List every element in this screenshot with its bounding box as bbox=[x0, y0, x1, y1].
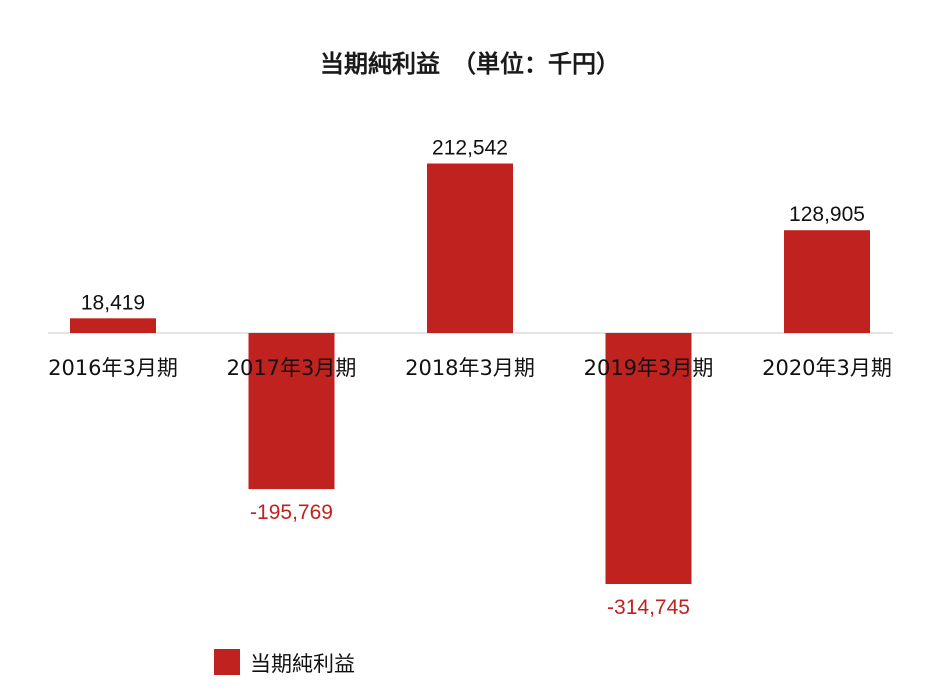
bar-4 bbox=[784, 230, 870, 333]
data-label-0: 18,419 bbox=[81, 291, 145, 314]
data-label-4: 128,905 bbox=[789, 203, 865, 226]
category-label-3: 2019年3月期 bbox=[584, 356, 714, 380]
data-label-3: -314,745 bbox=[607, 596, 690, 619]
legend: 当期純利益 bbox=[214, 649, 355, 676]
bar-0 bbox=[70, 318, 156, 333]
bar-1 bbox=[248, 333, 335, 490]
bar-3 bbox=[605, 333, 692, 584]
category-label-1: 2017年3月期 bbox=[227, 356, 357, 380]
data-labels: 18,419 -195,769 212,542 -314,745 128,905 bbox=[81, 137, 865, 620]
chart-title: 当期純利益 （単位：千円） bbox=[320, 50, 620, 78]
legend-label: 当期純利益 bbox=[250, 652, 355, 676]
bars-group bbox=[70, 163, 870, 584]
legend-swatch bbox=[214, 649, 240, 675]
category-label-0: 2016年3月期 bbox=[48, 356, 178, 380]
category-label-4: 2020年3月期 bbox=[762, 356, 892, 380]
category-labels: 2016年3月期 2017年3月期 2018年3月期 2019年3月期 2020年3月期 bbox=[48, 356, 892, 380]
data-label-2: 212,542 bbox=[432, 137, 508, 160]
data-label-1: -195,769 bbox=[250, 501, 333, 524]
category-label-2: 2018年3月期 bbox=[405, 356, 535, 380]
bar-2 bbox=[427, 163, 513, 333]
